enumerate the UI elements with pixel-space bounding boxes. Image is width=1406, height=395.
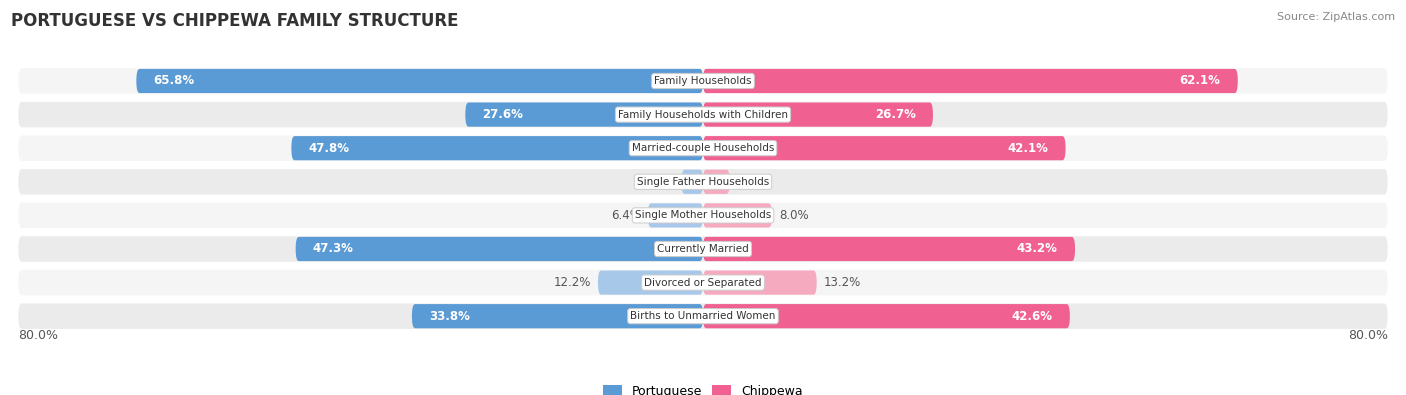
Text: 27.6%: 27.6% (482, 108, 523, 121)
Text: 62.1%: 62.1% (1180, 75, 1220, 88)
Text: 80.0%: 80.0% (18, 329, 59, 342)
FancyBboxPatch shape (703, 271, 817, 295)
Text: 42.6%: 42.6% (1012, 310, 1053, 323)
Text: 47.8%: 47.8% (308, 142, 350, 155)
Text: 12.2%: 12.2% (554, 276, 591, 289)
Text: 2.5%: 2.5% (645, 175, 675, 188)
Text: Divorced or Separated: Divorced or Separated (644, 278, 762, 288)
FancyBboxPatch shape (465, 102, 703, 127)
FancyBboxPatch shape (598, 271, 703, 295)
Text: Births to Unmarried Women: Births to Unmarried Women (630, 311, 776, 321)
Legend: Portuguese, Chippewa: Portuguese, Chippewa (603, 385, 803, 395)
Text: 8.0%: 8.0% (779, 209, 808, 222)
Text: 80.0%: 80.0% (1347, 329, 1388, 342)
FancyBboxPatch shape (703, 203, 772, 228)
Text: PORTUGUESE VS CHIPPEWA FAMILY STRUCTURE: PORTUGUESE VS CHIPPEWA FAMILY STRUCTURE (11, 12, 458, 30)
FancyBboxPatch shape (703, 170, 730, 194)
Text: Family Households with Children: Family Households with Children (619, 109, 787, 120)
FancyBboxPatch shape (136, 69, 703, 93)
Text: 42.1%: 42.1% (1008, 142, 1049, 155)
FancyBboxPatch shape (295, 237, 703, 261)
Text: 6.4%: 6.4% (612, 209, 641, 222)
FancyBboxPatch shape (703, 237, 1076, 261)
FancyBboxPatch shape (412, 304, 703, 328)
Text: 13.2%: 13.2% (824, 276, 860, 289)
Text: Currently Married: Currently Married (657, 244, 749, 254)
FancyBboxPatch shape (18, 68, 1388, 94)
FancyBboxPatch shape (703, 69, 1237, 93)
FancyBboxPatch shape (703, 136, 1066, 160)
Text: 43.2%: 43.2% (1017, 243, 1057, 256)
Text: Family Households: Family Households (654, 76, 752, 86)
FancyBboxPatch shape (18, 303, 1388, 329)
FancyBboxPatch shape (703, 304, 1070, 328)
Text: Single Mother Households: Single Mother Households (636, 211, 770, 220)
FancyBboxPatch shape (648, 203, 703, 228)
Text: Married-couple Households: Married-couple Households (631, 143, 775, 153)
FancyBboxPatch shape (703, 102, 934, 127)
Text: 65.8%: 65.8% (153, 75, 194, 88)
FancyBboxPatch shape (18, 236, 1388, 262)
FancyBboxPatch shape (18, 270, 1388, 295)
FancyBboxPatch shape (291, 136, 703, 160)
FancyBboxPatch shape (18, 102, 1388, 127)
FancyBboxPatch shape (18, 203, 1388, 228)
FancyBboxPatch shape (18, 135, 1388, 161)
Text: 3.1%: 3.1% (737, 175, 766, 188)
FancyBboxPatch shape (18, 169, 1388, 195)
Text: 26.7%: 26.7% (875, 108, 915, 121)
Text: 33.8%: 33.8% (429, 310, 470, 323)
Text: 47.3%: 47.3% (314, 243, 354, 256)
FancyBboxPatch shape (682, 170, 703, 194)
Text: Single Father Households: Single Father Households (637, 177, 769, 187)
Text: Source: ZipAtlas.com: Source: ZipAtlas.com (1277, 12, 1395, 22)
